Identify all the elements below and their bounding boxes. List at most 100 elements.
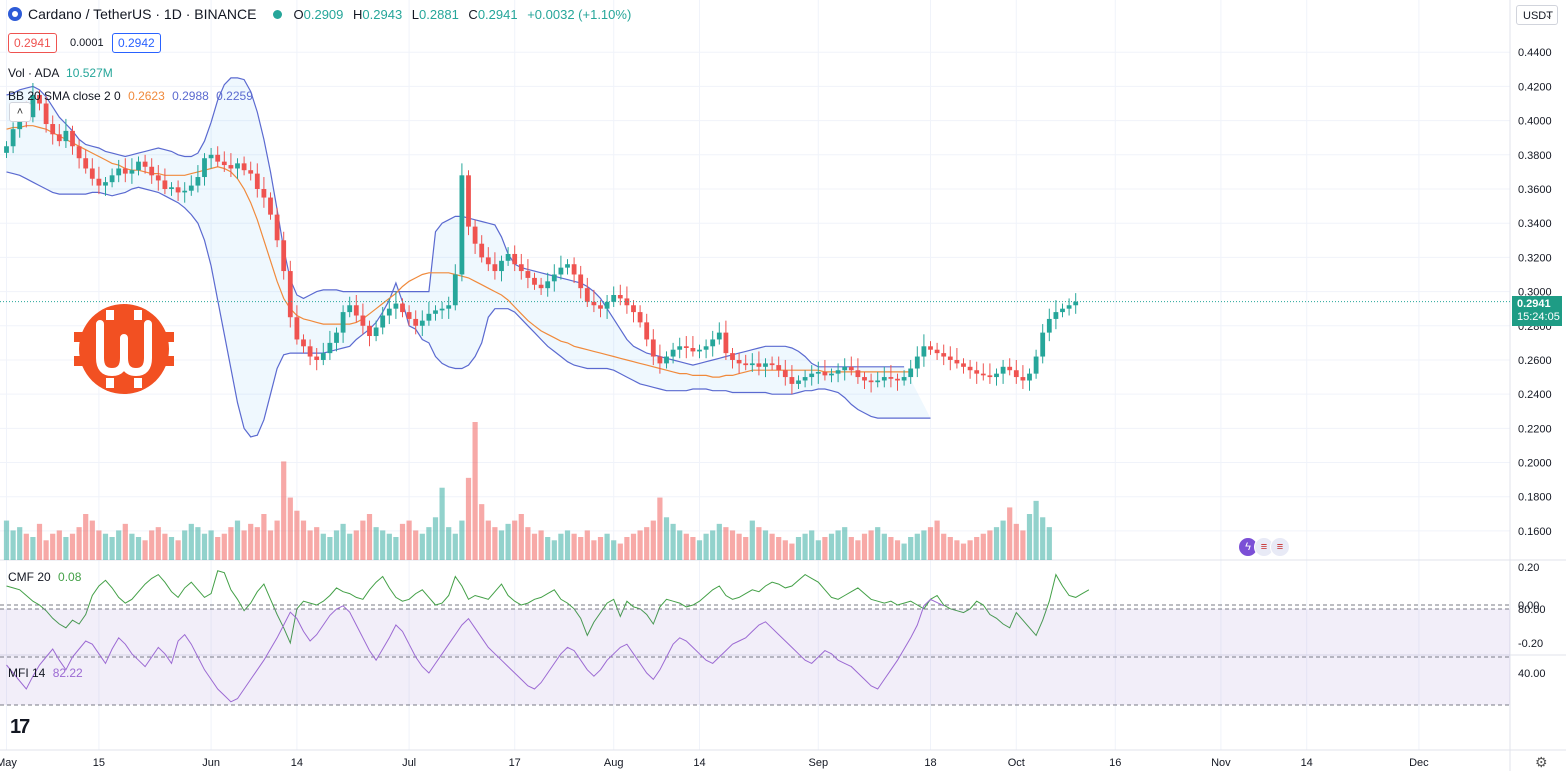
symbol-title[interactable]: Cardano / TetherUS · 1D · BINANCE: [28, 6, 257, 22]
cmf-legend[interactable]: CMF 20 0.08: [8, 570, 81, 584]
candle-body: [466, 175, 471, 227]
cmf-line: [6, 570, 1090, 645]
last-price-tag: 0.2941 15:24:05: [1512, 296, 1562, 326]
volume-bar: [254, 527, 260, 560]
mfi-legend[interactable]: MFI 14 82.22: [8, 666, 83, 680]
volume-bar: [142, 540, 148, 560]
candle-body: [538, 284, 544, 289]
candle-body: [697, 349, 702, 352]
candle-body: [551, 274, 557, 282]
volume-bar: [69, 533, 76, 560]
candle-body: [175, 187, 181, 193]
us-flag-icon-2[interactable]: ≡: [1270, 537, 1290, 557]
candle-body: [400, 303, 405, 313]
candle-body: [875, 380, 881, 383]
volume-bar: [696, 540, 703, 560]
volume-bar: [353, 530, 359, 560]
event-markers[interactable]: ϟ ≡ ≡: [1238, 537, 1290, 557]
candle-body: [281, 240, 287, 272]
candle-body: [4, 146, 9, 153]
candle-body: [1053, 312, 1059, 319]
x-tick-label: 18: [924, 757, 936, 769]
volume-bar: [564, 530, 571, 560]
buy-button[interactable]: 0.2942: [112, 33, 161, 53]
volume-bar: [116, 530, 122, 560]
candle-body: [888, 377, 894, 379]
volume-bar: [399, 523, 406, 560]
sell-button[interactable]: 0.2941: [8, 33, 57, 53]
volume-bar: [967, 540, 973, 560]
volume-bar: [512, 520, 518, 560]
change-value: +0.0032 (+1.10%): [527, 6, 632, 22]
volume-bar: [30, 537, 36, 560]
volume-bar: [782, 540, 788, 560]
candle-body: [446, 305, 452, 309]
x-tick-label: Jul: [402, 757, 416, 769]
candle-body: [89, 168, 95, 179]
volume-bar: [894, 540, 901, 560]
bb-lower-value: 0.2259: [216, 89, 253, 103]
candle-body: [426, 313, 432, 321]
x-tick-label: 14: [1301, 757, 1313, 769]
volume-bar: [578, 537, 584, 560]
volume-bar: [716, 523, 722, 560]
candle-body: [327, 342, 333, 354]
candle-body: [241, 163, 247, 171]
candle-body: [347, 305, 353, 313]
open-value: 0.2909: [303, 6, 344, 22]
volume-bar: [637, 530, 643, 560]
last-price: 0.2941: [1517, 298, 1551, 310]
collapse-legend-button[interactable]: ˄: [9, 102, 31, 122]
gear-icon[interactable]: ⚙: [1535, 754, 1548, 770]
volume-bar: [914, 533, 920, 560]
candle-body: [419, 320, 425, 326]
candle-body: [809, 373, 815, 378]
volume-bar: [868, 530, 874, 560]
volume-bar: [1007, 507, 1013, 560]
volume-bar: [162, 533, 168, 560]
currency-select[interactable]: USDT ⌄: [1516, 5, 1558, 25]
candle-body: [122, 168, 128, 174]
volume-bar: [50, 533, 56, 560]
candle-body: [76, 146, 82, 159]
volume-bar: [228, 527, 234, 560]
candle-body: [631, 305, 636, 313]
candle-body: [248, 170, 254, 174]
volume-bar: [3, 520, 10, 560]
volume-bar: [333, 530, 340, 560]
candle-body: [83, 158, 89, 169]
volume-bar: [241, 530, 247, 560]
volume-bar: [149, 530, 155, 560]
bb-legend[interactable]: BB 20 SMA close 2 0 0.2623 0.2988 0.2259: [8, 89, 253, 103]
volume-bar: [974, 537, 980, 560]
volume-bar: [571, 533, 577, 560]
volume-bar: [630, 533, 637, 560]
volume-bar: [472, 422, 478, 560]
candle-body: [967, 366, 973, 371]
candle-body: [162, 180, 168, 189]
chevron-up-icon: ˄: [16, 106, 24, 118]
candle-body: [617, 295, 623, 299]
low-label: L: [411, 6, 420, 22]
volume-bar: [835, 530, 841, 560]
candle-body: [796, 380, 801, 384]
volume-bar: [135, 537, 142, 560]
volume-legend[interactable]: Vol · ADA 10.527M: [8, 66, 113, 80]
volume-bar: [993, 527, 1000, 560]
volume-bar: [558, 533, 564, 560]
candle-body: [994, 373, 999, 378]
candle-body: [763, 363, 768, 367]
volume-bar: [670, 523, 676, 560]
candle-body: [670, 349, 676, 357]
volume-value: 10.527M: [66, 66, 113, 80]
candle-body: [558, 267, 564, 275]
volume-bar: [842, 527, 848, 560]
volume-bar: [360, 520, 366, 560]
x-tick-label: Oct: [1008, 757, 1025, 769]
candle-body: [1000, 366, 1006, 374]
mfi-value: 82.22: [52, 666, 83, 680]
tradingview-logo-icon[interactable]: 17: [10, 716, 30, 738]
volume-bar: [617, 543, 623, 560]
candle-body: [868, 380, 874, 383]
